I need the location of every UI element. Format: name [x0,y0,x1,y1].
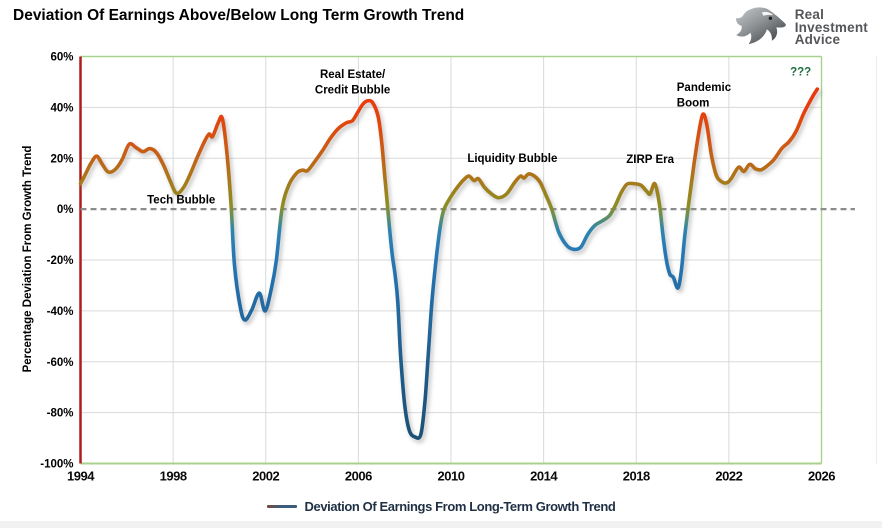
brand-logo: Real Investment Advice [734,5,868,51]
x-tick-label: 2006 [345,469,372,484]
page-edge-line [876,56,877,464]
legend-line-marker [266,504,297,509]
eagle-logo-icon [735,7,786,45]
logo-line-2: Investment [794,19,868,35]
legend-label: Deviation Of Earnings From Long-Term Gro… [304,499,616,514]
y-tick-label: -100% [40,459,73,471]
chart-title: Deviation Of Earnings Above/Below Long T… [13,7,465,24]
annotation-text: Liquidity Bubble [467,153,557,165]
logo-line-1: Real [794,7,825,23]
x-tick-label: 2022 [715,469,742,484]
x-tick-label: 1998 [160,469,187,484]
y-tick-label: -60% [47,357,74,369]
logo-text: Real Investment Advice [794,7,868,48]
x-tick-label: 2026 [808,469,835,484]
y-tick-label: 40% [50,102,73,114]
y-tick-label: -20% [47,255,74,267]
x-tick-label: 2014 [530,469,558,484]
annotation-text: Boom [677,97,710,109]
earnings-deviation-curve [78,87,820,440]
annotation-text: Real Estate/ [320,69,386,81]
annotation-text: Pandemic [677,82,732,94]
bottom-strip [0,521,882,528]
annotation-text: Credit Bubble [315,85,390,97]
x-tick-label: 2002 [252,469,279,484]
annotation-text: ??? [790,67,811,79]
y-tick-label: 60% [50,52,73,64]
legend: Deviation Of Earnings From Long-Term Gro… [0,499,882,514]
y-tick-label: -40% [47,306,74,318]
annotation-text: ZIRP Era [626,154,674,166]
y-tick-label: -80% [47,408,74,420]
x-tick-label: 2018 [623,469,650,484]
logo-line-3: Advice [794,32,841,48]
x-tick-label: 1994 [67,469,95,484]
y-tick-label: 0% [57,204,74,216]
annotation-text: Tech Bubble [147,195,215,207]
x-tick-label: 2010 [438,469,465,484]
y-tick-label: 20% [50,153,73,165]
